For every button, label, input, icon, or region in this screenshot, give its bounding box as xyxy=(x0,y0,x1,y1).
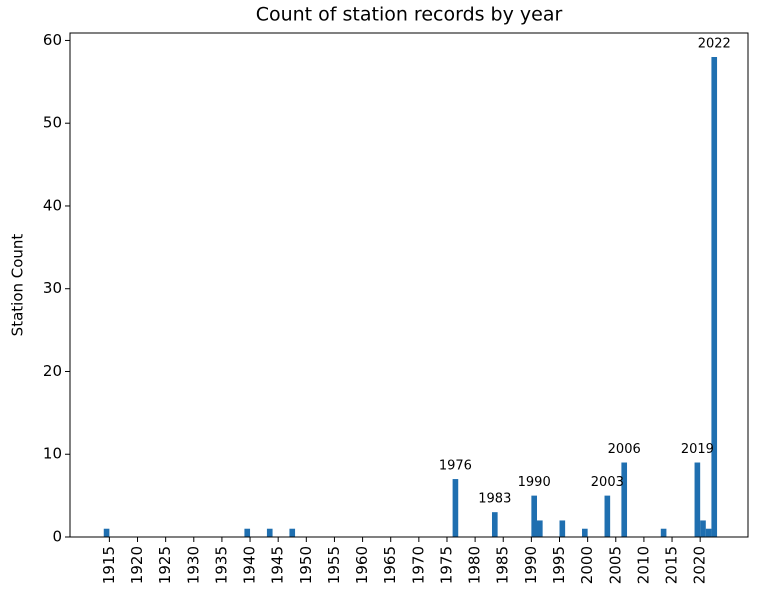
x-tick-label: 1920 xyxy=(128,546,146,584)
x-tick-label: 2000 xyxy=(578,546,596,584)
x-tick-label: 1930 xyxy=(184,546,202,584)
y-tick-label: 60 xyxy=(43,31,62,49)
bar xyxy=(531,495,538,537)
bar xyxy=(621,462,628,537)
y-tick-label: 20 xyxy=(43,362,62,380)
annotation: 1983 xyxy=(478,492,511,507)
y-tick-label: 50 xyxy=(43,114,62,132)
chart-title: Count of station records by year xyxy=(256,4,563,26)
annotation: 2006 xyxy=(608,442,641,457)
bar xyxy=(711,57,718,537)
x-tick-label: 1925 xyxy=(156,546,174,584)
x-tick-label: 1990 xyxy=(522,546,540,584)
bar xyxy=(244,528,251,537)
bar xyxy=(537,520,543,537)
y-tick-label: 0 xyxy=(52,528,62,546)
bar xyxy=(700,520,706,537)
bar xyxy=(452,479,459,537)
x-tick-label: 1945 xyxy=(269,546,287,584)
annotation: 2003 xyxy=(591,475,624,490)
bar xyxy=(582,528,588,537)
y-tick-label: 30 xyxy=(43,279,62,297)
x-tick-label: 1970 xyxy=(409,546,427,584)
plot-frame xyxy=(69,32,749,538)
x-tick-label: 1985 xyxy=(494,546,512,584)
x-tick-label: 2020 xyxy=(691,546,709,584)
x-tick-label: 1940 xyxy=(241,546,259,584)
x-tick-label: 2015 xyxy=(663,546,681,584)
x-tick-label: 1915 xyxy=(100,546,118,584)
x-tick-label: 1965 xyxy=(381,546,399,584)
x-tick-label: 1955 xyxy=(325,546,343,584)
bar xyxy=(289,528,296,537)
bar xyxy=(103,528,110,537)
bar xyxy=(559,520,566,537)
annotation: 2019 xyxy=(681,442,714,457)
x-tick-label: 1980 xyxy=(466,546,484,584)
bar xyxy=(705,528,712,537)
x-tick-label: 2010 xyxy=(634,546,652,584)
x-tick-label: 1975 xyxy=(437,546,455,584)
annotation: 2022 xyxy=(698,37,731,52)
y-tick-label: 40 xyxy=(43,196,62,214)
annotation: 1990 xyxy=(518,475,551,490)
x-tick-label: 1935 xyxy=(212,546,230,584)
bar xyxy=(491,512,498,537)
x-tick-label: 1950 xyxy=(297,546,315,584)
bar xyxy=(660,528,667,537)
y-axis-label: Station Count xyxy=(9,234,27,337)
x-tick-label: 1960 xyxy=(353,546,371,584)
bar xyxy=(604,495,611,537)
x-tick-label: 2005 xyxy=(606,546,624,584)
bar xyxy=(266,528,273,537)
y-tick-label: 10 xyxy=(43,445,62,463)
bar xyxy=(694,462,701,537)
annotation: 1976 xyxy=(439,459,472,474)
x-tick-label: 1995 xyxy=(550,546,568,584)
